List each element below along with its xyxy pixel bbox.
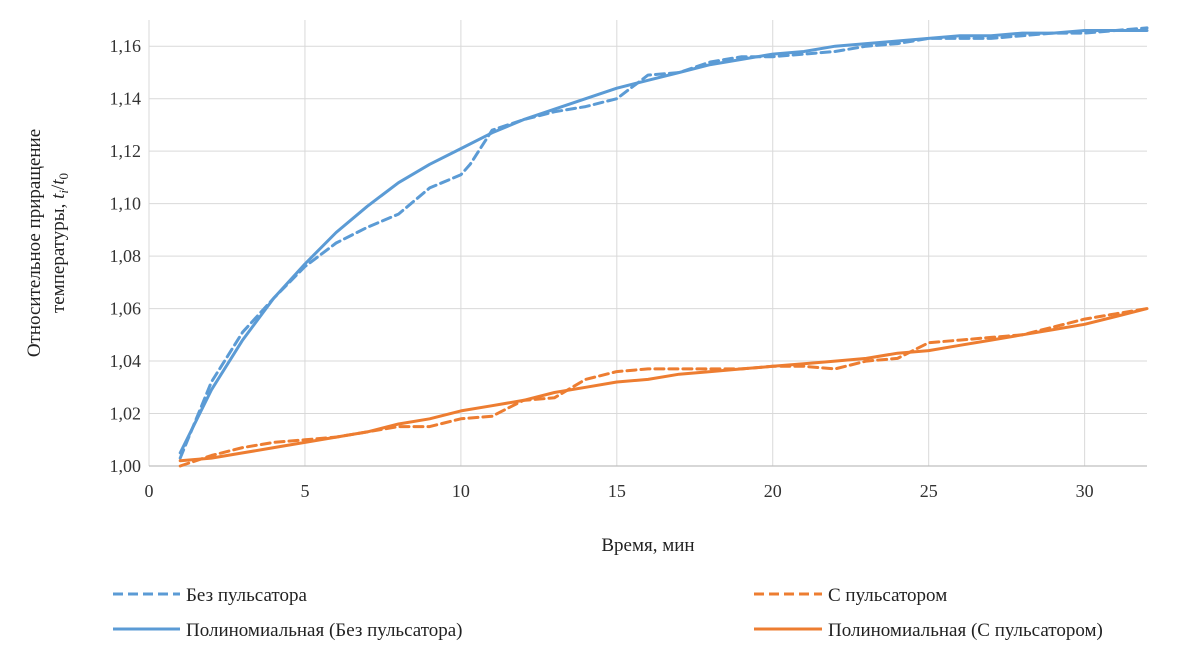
series-layer [178, 26, 1149, 468]
y-axis-label-t0: t [48, 179, 69, 185]
axes [148, 20, 1147, 467]
x-tick-label: 15 [608, 481, 626, 501]
y-axis-label-t: t [48, 193, 69, 199]
tick-labels: 1,00 1,02 1,04 1,06 1,08 1,10 1,12 1,14 1,16 0 5 10… [110, 36, 1094, 501]
series-s-pulsatorom [178, 307, 1149, 468]
series-poly-s-pulsatorom [178, 307, 1149, 463]
x-axis-label: Время, мин [601, 535, 694, 556]
y-axis-label-line1: Относительное приращение [24, 129, 45, 357]
y-axis-label-line2: температуры, ti/t0 [48, 173, 71, 313]
x-tick-label: 20 [764, 481, 782, 501]
series-bez-pulsatora [178, 26, 1149, 460]
y-tick-label: 1,08 [110, 246, 142, 266]
x-tick-label: 10 [452, 481, 470, 501]
y-tick-label: 1,06 [110, 299, 142, 319]
x-tick-label: 5 [300, 481, 309, 501]
y-axis-label-sep: / [48, 184, 69, 190]
y-tick-label: 1,12 [110, 141, 142, 161]
legend: Без пульсатора С пульсатором Полиномиаль… [113, 585, 1103, 641]
grid [149, 20, 1147, 466]
y-axis-label-i: i [56, 190, 71, 194]
y-tick-label: 1,10 [110, 194, 142, 214]
x-tick-label: 25 [920, 481, 938, 501]
x-tick-label: 30 [1076, 481, 1094, 501]
y-axis-label-zero: 0 [56, 173, 71, 180]
series-poly-bez-pulsatora [178, 29, 1149, 455]
y-axis-label-prefix: температуры, [48, 199, 69, 313]
y-tick-label: 1,00 [110, 456, 142, 476]
legend-label-s-pulsatorom: С пульсатором [828, 585, 947, 606]
y-tick-label: 1,04 [110, 351, 142, 371]
y-tick-label: 1,02 [110, 404, 142, 424]
legend-label-poly-bez-pulsatora: Полиномиальная (Без пульсатора) [186, 620, 463, 641]
y-tick-label: 1,14 [110, 89, 142, 109]
legend-label-bez-pulsatora: Без пульсатора [186, 585, 307, 606]
y-tick-label: 1,16 [110, 36, 142, 56]
legend-label-poly-s-pulsatorom: Полиномиальная (С пульсатором) [828, 620, 1103, 641]
x-tick-label: 0 [145, 481, 154, 501]
y-axis-label: Относительное приращение температуры, ti… [24, 129, 71, 357]
